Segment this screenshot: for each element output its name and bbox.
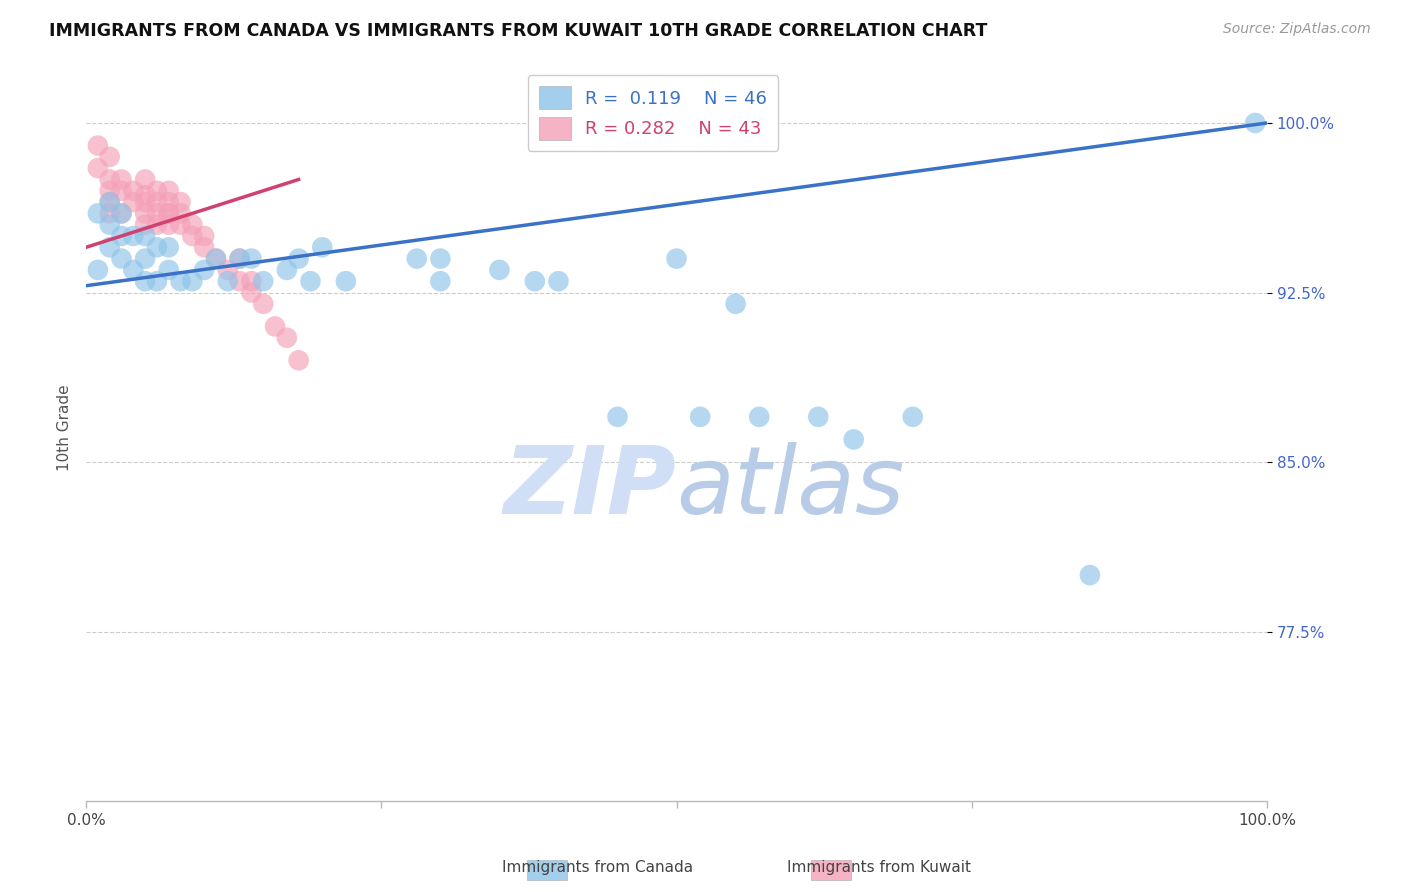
Point [87,138,110,153]
Point [169,274,191,288]
Point [146,274,169,288]
Point [287,252,309,266]
Point [181,229,204,244]
Point [87,206,110,220]
Point [98,184,121,198]
Point [276,331,298,345]
Point [228,252,250,266]
Point [299,274,322,288]
Point [252,274,274,288]
Point [1078,568,1101,582]
Point [429,274,451,288]
Point [134,172,156,186]
Point [181,218,204,232]
Point [146,184,169,198]
Text: Immigrants from Canada: Immigrants from Canada [502,861,693,875]
Point [98,195,121,210]
Point [405,252,427,266]
Point [169,206,191,220]
Point [217,274,239,288]
Point [134,188,156,202]
Point [547,274,569,288]
Point [122,263,145,277]
Point [98,150,121,164]
Point [157,240,180,254]
Point [134,252,156,266]
Point [287,353,309,368]
Point [205,252,228,266]
Point [146,240,169,254]
Point [1244,116,1267,130]
Point [901,409,924,424]
Point [122,195,145,210]
Point [146,195,169,210]
Point [429,252,451,266]
Point [98,195,121,210]
Point [748,409,770,424]
Text: Source: ZipAtlas.com: Source: ZipAtlas.com [1223,22,1371,37]
Point [181,274,204,288]
Point [98,172,121,186]
Point [665,252,688,266]
Point [134,206,156,220]
Point [157,184,180,198]
Point [110,252,132,266]
Point [264,319,287,334]
Point [240,274,263,288]
Point [311,240,333,254]
Point [110,184,132,198]
Point [228,252,250,266]
Point [335,274,357,288]
Point [122,229,145,244]
Point [724,297,747,311]
Point [98,206,121,220]
Point [169,218,191,232]
Point [157,206,180,220]
Point [205,252,228,266]
Point [488,263,510,277]
Point [169,195,191,210]
Point [252,297,274,311]
Point [523,274,546,288]
Point [240,252,263,266]
Point [134,229,156,244]
Point [110,206,132,220]
Point [157,218,180,232]
Point [193,240,215,254]
Point [807,409,830,424]
Point [98,240,121,254]
Point [110,206,132,220]
Point [98,218,121,232]
Point [134,218,156,232]
Point [110,172,132,186]
Point [228,274,250,288]
Y-axis label: 10th Grade: 10th Grade [58,384,72,472]
Text: IMMIGRANTS FROM CANADA VS IMMIGRANTS FROM KUWAIT 10TH GRADE CORRELATION CHART: IMMIGRANTS FROM CANADA VS IMMIGRANTS FRO… [49,22,987,40]
Point [157,206,180,220]
Point [87,161,110,176]
Point [606,409,628,424]
Point [193,229,215,244]
Point [146,206,169,220]
Text: ZIP: ZIP [503,442,676,533]
Point [134,195,156,210]
Point [157,263,180,277]
Point [193,263,215,277]
Point [146,218,169,232]
Point [110,229,132,244]
Point [87,263,110,277]
Point [842,433,865,447]
Point [689,409,711,424]
Point [157,195,180,210]
Text: atlas: atlas [676,442,905,533]
Point [240,285,263,300]
Text: Immigrants from Kuwait: Immigrants from Kuwait [787,861,970,875]
Point [217,263,239,277]
Point [276,263,298,277]
Point [134,274,156,288]
Legend: R =  0.119    N = 46, R = 0.282    N = 43: R = 0.119 N = 46, R = 0.282 N = 43 [527,75,778,151]
Point [122,184,145,198]
